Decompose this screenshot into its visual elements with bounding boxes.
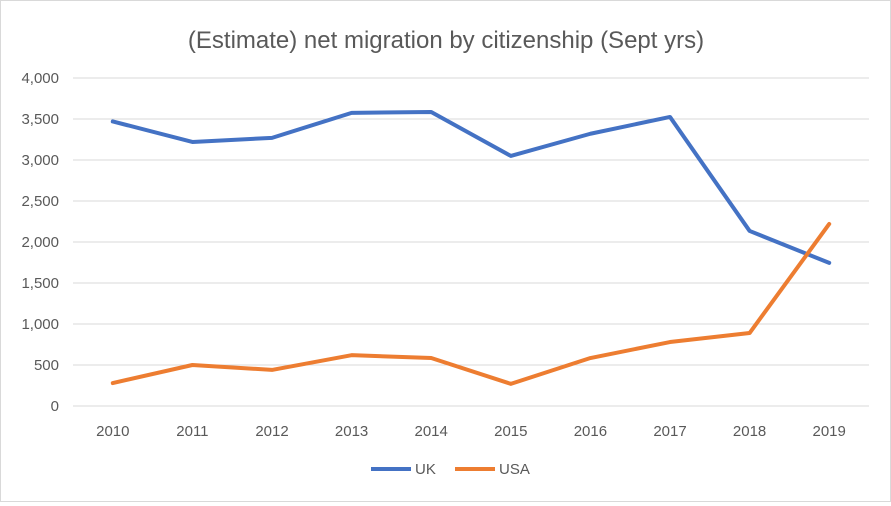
x-tick-label: 2010 [96,423,129,440]
x-tick-label: 2016 [574,423,607,440]
x-tick-label: 2011 [176,423,208,440]
y-tick-label: 1,500 [21,275,59,292]
y-tick-label: 1,000 [21,316,59,333]
x-tick-label: 2013 [335,423,368,440]
y-tick-label: 3,000 [21,152,59,169]
series-line-usa [110,221,832,386]
x-tick-label: 2012 [255,423,288,440]
chart-title: (Estimate) net migration by citizenship … [188,27,704,54]
x-tick-label: 2018 [733,423,766,440]
legend-label-uk: UK [415,461,436,478]
x-tick-label: 2014 [415,423,448,440]
x-tick-label: 2017 [653,423,686,440]
y-tick-label: 500 [34,357,59,374]
y-tick-label: 4,000 [21,70,59,87]
x-tick-label: 2019 [813,423,846,440]
series-line-uk [110,110,832,265]
legend-label-usa: USA [499,461,530,478]
y-tick-label: 0 [51,398,59,415]
x-tick-label: 2015 [494,423,527,440]
y-tick-label: 3,500 [21,111,59,128]
y-tick-label: 2,500 [21,193,59,210]
y-tick-label: 2,000 [21,234,59,251]
